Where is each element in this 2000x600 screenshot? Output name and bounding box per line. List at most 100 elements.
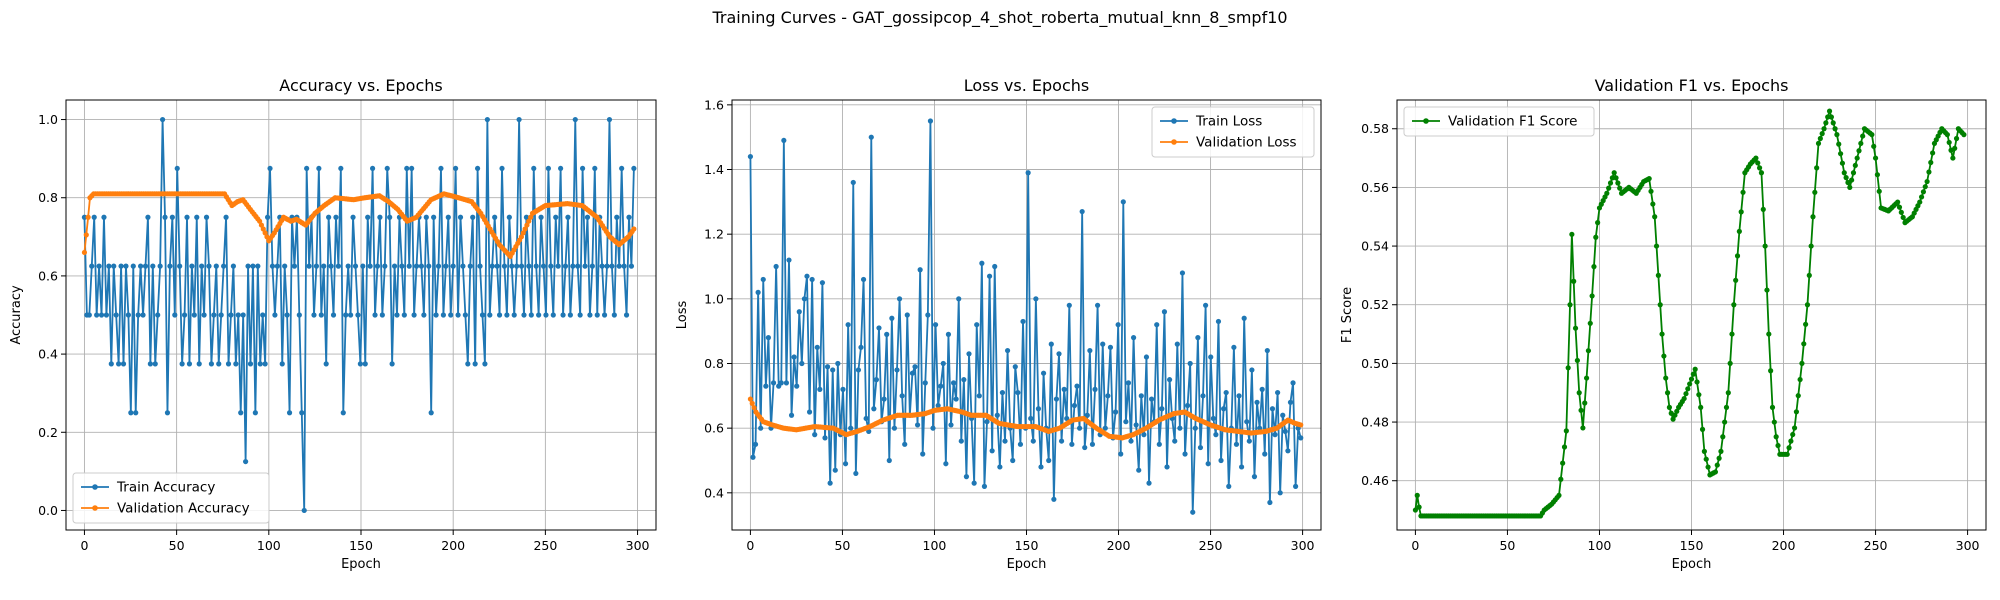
data-point <box>304 165 310 172</box>
data-point <box>1672 412 1678 418</box>
legend: Validation F1 Score <box>1403 106 1595 137</box>
data-point <box>1615 180 1621 186</box>
data-point <box>1115 322 1121 328</box>
legend-label: Validation Accuracy <box>117 501 250 517</box>
data-point <box>328 263 334 269</box>
data-point <box>1244 419 1250 425</box>
data-point <box>1574 357 1580 364</box>
data-point <box>272 312 278 318</box>
data-point <box>592 165 598 172</box>
data-point <box>81 249 88 256</box>
data-point <box>1102 425 1108 431</box>
data-point <box>526 218 532 224</box>
data-point <box>440 312 446 318</box>
data-point <box>1611 170 1617 176</box>
series-2 <box>747 396 1304 441</box>
data-point <box>169 214 175 220</box>
data-point <box>1843 175 1849 181</box>
data-point <box>504 312 510 318</box>
data-point <box>1164 464 1170 470</box>
data-point <box>1107 344 1114 350</box>
data-point <box>609 263 615 269</box>
data-point <box>128 410 134 416</box>
data-point <box>876 325 882 331</box>
legend-label: Validation Loss <box>1196 135 1297 151</box>
data-point <box>1769 404 1776 410</box>
data-point <box>1850 170 1857 176</box>
data-point <box>225 361 232 367</box>
data-point <box>1663 375 1669 381</box>
data-point <box>206 263 212 269</box>
data-point <box>791 354 797 360</box>
data-point <box>917 267 923 273</box>
data-point <box>1414 492 1420 498</box>
data-point <box>258 222 265 228</box>
data-point <box>260 226 266 232</box>
data-point <box>1718 448 1724 454</box>
data-point <box>1652 214 1658 220</box>
data-point <box>1793 409 1800 415</box>
data-point <box>203 214 210 220</box>
x-tick-label: 200 <box>1107 538 1131 553</box>
data-point <box>997 464 1003 470</box>
chart-panel-2: 0 50 100 150 200 250 300 0.4 0.6 0.8 1.0 1.2 1.4 1.6 L… <box>675 76 1322 572</box>
data-point <box>1028 415 1034 422</box>
data-point <box>1156 441 1162 447</box>
data-point <box>1159 406 1165 412</box>
data-point <box>1876 188 1882 194</box>
data-point <box>631 226 637 232</box>
data-point <box>262 361 268 367</box>
data-point <box>1797 376 1803 383</box>
data-point <box>801 296 808 302</box>
data-point <box>1215 318 1222 325</box>
data-point <box>238 410 244 416</box>
data-point <box>1733 277 1739 283</box>
data-point <box>1087 347 1093 354</box>
data-point <box>770 380 777 386</box>
data-point <box>1187 360 1193 367</box>
data-point <box>1784 451 1790 457</box>
data-point <box>1571 278 1577 284</box>
data-point <box>1808 243 1814 249</box>
data-point <box>1757 165 1763 171</box>
data-point <box>235 312 241 318</box>
data-point <box>406 263 412 269</box>
data-point <box>1203 302 1209 308</box>
data-point <box>858 344 864 350</box>
data-point <box>1262 451 1268 457</box>
data-point <box>1661 353 1667 359</box>
x-tick-label: 100 <box>257 538 281 553</box>
data-point <box>1218 457 1224 464</box>
data-point <box>1729 331 1735 337</box>
data-point <box>438 165 444 172</box>
data-point <box>961 377 967 383</box>
data-point <box>1563 428 1569 434</box>
data-point <box>267 165 273 172</box>
data-point <box>1285 448 1291 454</box>
figure-title: Training Curves - GAT_gossipcop_4_shot_r… <box>712 8 1288 27</box>
series-line <box>749 120 1302 514</box>
data-point <box>1790 431 1796 438</box>
x-tick-label: 150 <box>1015 538 1039 553</box>
data-point <box>460 263 466 269</box>
data-point <box>367 263 373 269</box>
data-point <box>250 263 256 269</box>
data-point <box>1852 162 1858 169</box>
data-point <box>518 234 525 240</box>
data-point <box>450 263 456 269</box>
data-point <box>827 480 833 486</box>
data-point <box>1683 391 1689 397</box>
data-point <box>1112 409 1119 415</box>
data-point <box>758 425 764 431</box>
data-point <box>1694 379 1700 385</box>
data-point <box>1898 209 1904 215</box>
data-point <box>565 214 571 220</box>
data-point <box>1837 151 1844 157</box>
data-point <box>1918 194 1925 200</box>
y-tick-label: 0.8 <box>38 190 58 205</box>
data-point <box>1061 386 1067 392</box>
data-point <box>201 312 207 318</box>
data-point <box>118 263 124 269</box>
data-point <box>445 214 451 220</box>
data-point <box>971 480 977 486</box>
